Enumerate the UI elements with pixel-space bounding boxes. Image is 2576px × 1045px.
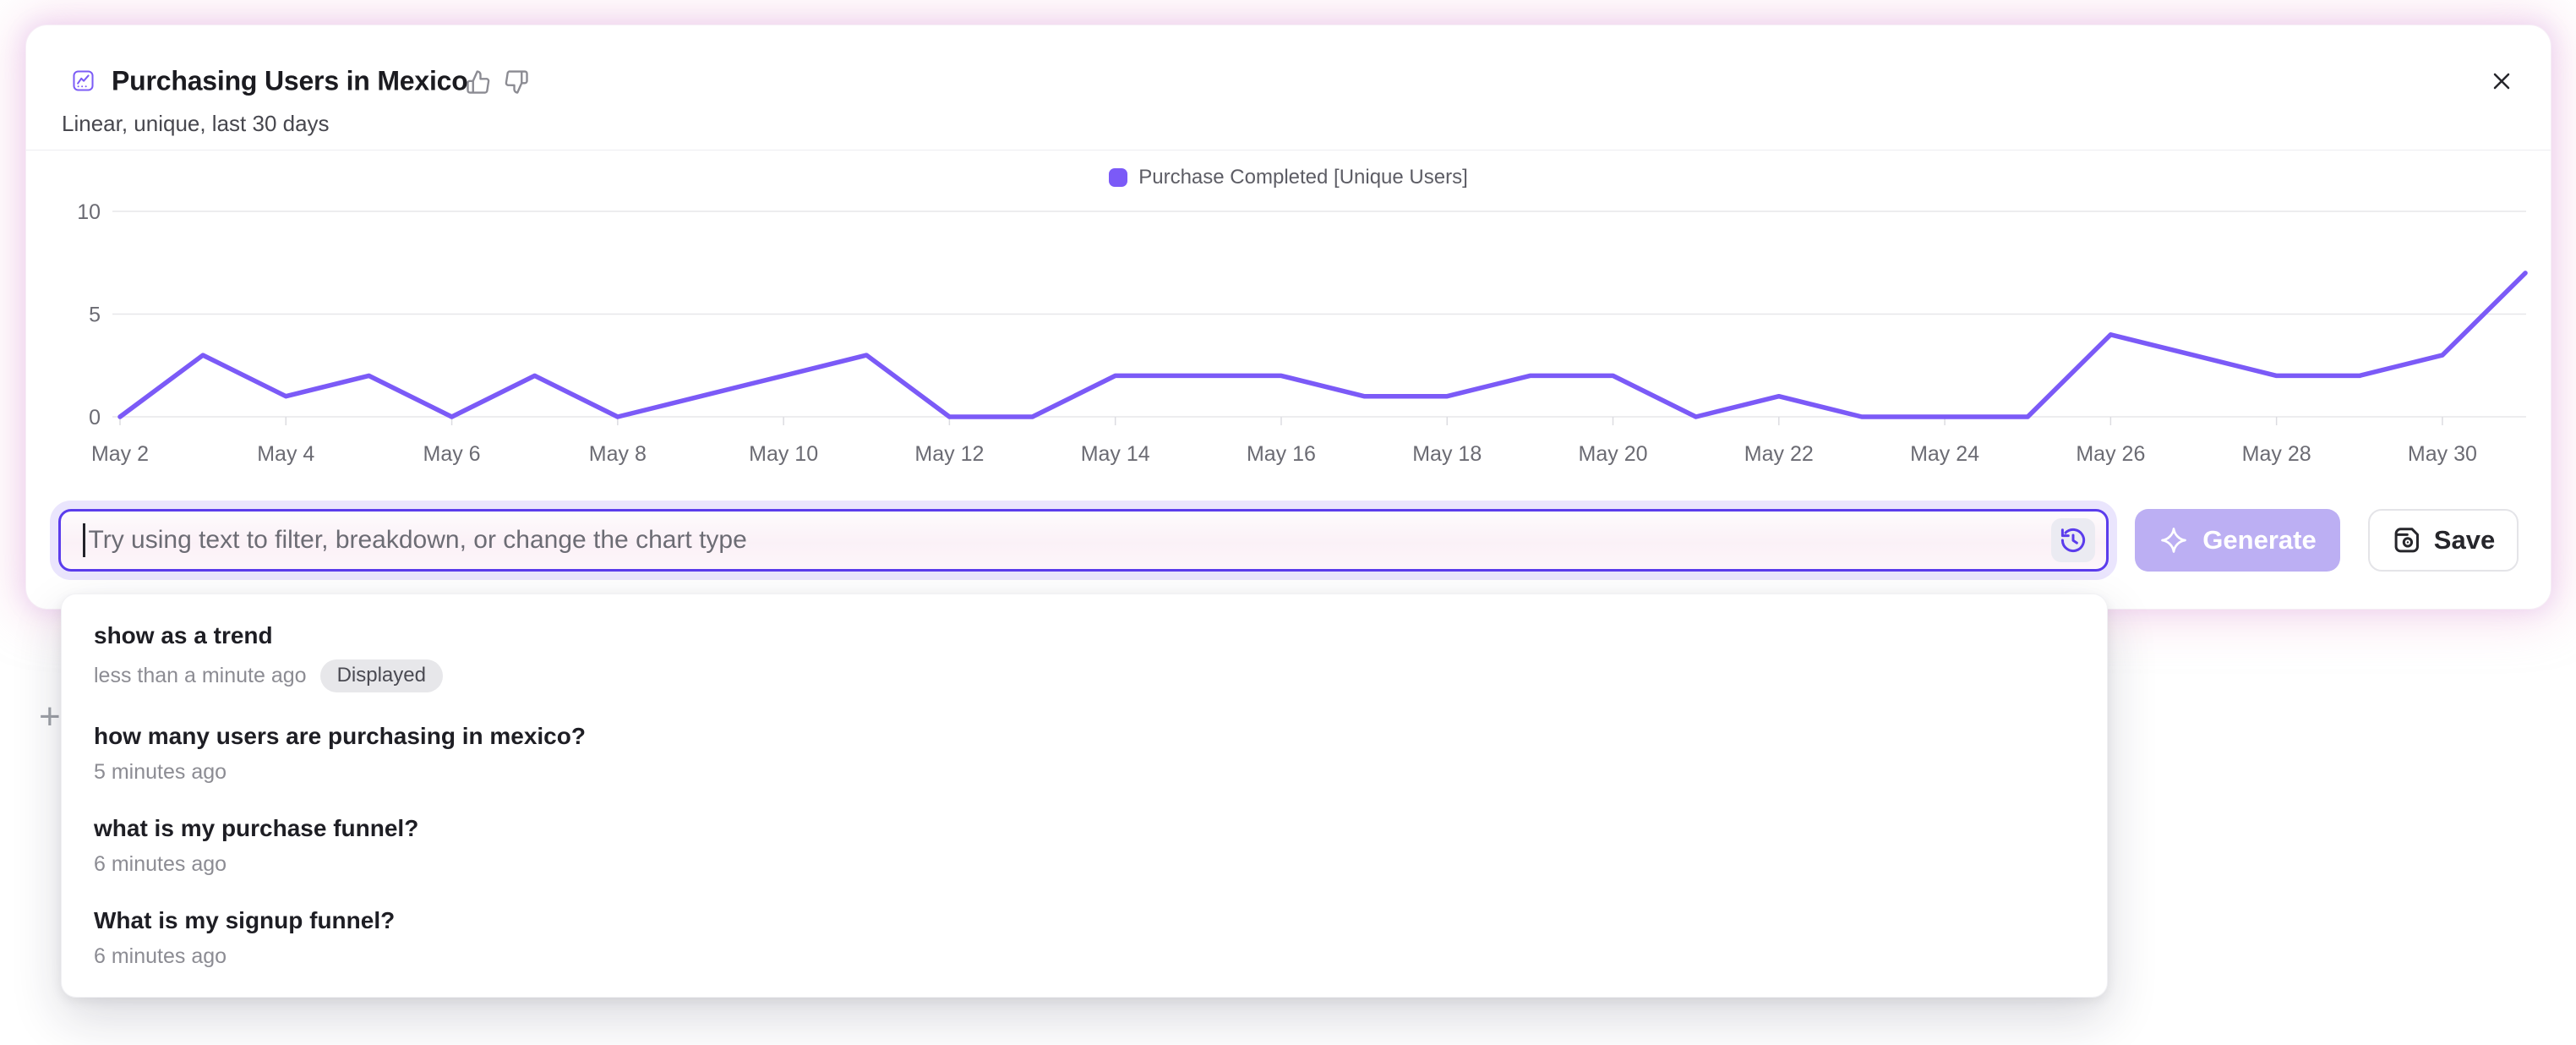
card-title: Purchasing Users in Mexico	[112, 65, 468, 96]
x-axis-label: May 30	[2408, 442, 2477, 466]
x-axis-label: May 18	[1412, 442, 1482, 466]
x-axis-label: May 6	[423, 442, 481, 466]
series-line[interactable]	[117, 271, 2528, 419]
displayed-badge: Displayed	[319, 659, 443, 692]
history-icon[interactable]	[2051, 518, 2095, 562]
history-item[interactable]: how many users are purchasing in mexico?…	[62, 708, 2107, 800]
generate-button-label: Generate	[2202, 525, 2317, 555]
save-icon	[2392, 525, 2422, 555]
history-item-time: 5 minutes ago	[94, 759, 227, 784]
prompt-placeholder: Try using text to filter, breakdown, or …	[88, 526, 747, 554]
sparkle-icon	[2158, 525, 2189, 555]
legend-swatch	[1109, 168, 1128, 187]
card-header: Purchasing Users in Mexico Linear, uniqu…	[26, 25, 2551, 150]
history-item-time: 6 minutes ago	[94, 944, 227, 968]
close-icon[interactable]	[2488, 68, 2515, 95]
x-axis-label: May 28	[2242, 442, 2311, 466]
x-axis-label: May 26	[2076, 442, 2145, 466]
history-item-time: 6 minutes ago	[94, 851, 227, 876]
history-dropdown: show as a trend less than a minute ago D…	[61, 594, 2108, 998]
x-axis-label: May 14	[1081, 442, 1150, 466]
line-chart-svg: 0 5 10 May 2 May 4 May 6 May 8 May 10 May 12 May …	[77, 200, 2528, 466]
history-item[interactable]: show as a trend less than a minute ago D…	[62, 607, 2107, 708]
history-item-title: what is my purchase funnel?	[94, 814, 419, 841]
ai-prompt-input[interactable]: Try using text to filter, breakdown, or …	[58, 509, 2109, 572]
x-axis-label: May 22	[1744, 442, 1814, 466]
x-axis-label: May 10	[749, 442, 818, 466]
line-chart-icon	[72, 69, 95, 92]
save-button-label: Save	[2433, 525, 2496, 555]
x-axis-label: May 8	[589, 442, 647, 466]
history-item[interactable]: What is my signup funnel? 6 minutes ago	[62, 892, 2107, 984]
thumb-down-icon[interactable]	[504, 69, 529, 95]
x-axis-label: May 4	[257, 442, 314, 466]
thumb-up-icon[interactable]	[466, 69, 491, 95]
history-item-title: show as a trend	[94, 622, 273, 648]
history-item-title: how many users are purchasing in mexico?	[94, 722, 586, 749]
chart-legend: Purchase Completed [Unique Users]	[26, 166, 2551, 189]
save-button[interactable]: Save	[2368, 509, 2519, 572]
x-axis-label: May 2	[91, 442, 149, 466]
card-subtitle: Linear, unique, last 30 days	[62, 111, 330, 136]
x-axis-label: May 24	[1910, 442, 1979, 466]
history-item[interactable]: what is my purchase funnel? 6 minutes ag…	[62, 800, 2107, 892]
y-axis-label: 5	[89, 304, 101, 327]
x-axis-label: May 16	[1247, 442, 1316, 466]
x-axis-label: May 20	[1579, 442, 1648, 466]
legend-label: Purchase Completed [Unique Users]	[1138, 166, 1468, 189]
history-item-title: What is my signup funnel?	[94, 906, 396, 933]
x-axis-label: May 12	[914, 442, 984, 466]
history-item-time: less than a minute ago	[94, 663, 307, 687]
y-axis-label: 0	[89, 406, 101, 429]
generate-button[interactable]: Generate	[2135, 509, 2340, 572]
background-add-button[interactable]: +	[39, 696, 61, 737]
y-axis-label: 10	[77, 200, 101, 224]
text-cursor	[83, 523, 85, 557]
chart-card: Purchasing Users in Mexico Linear, uniqu…	[25, 25, 2551, 610]
